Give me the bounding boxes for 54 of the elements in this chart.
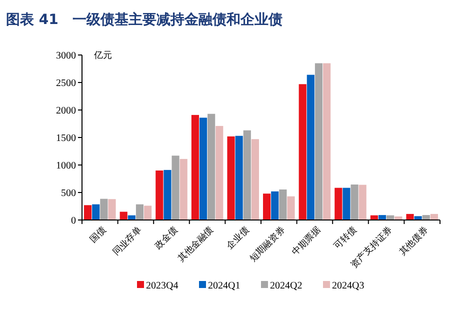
- bar: [378, 215, 386, 220]
- bar: [235, 136, 243, 220]
- bar: [199, 118, 208, 220]
- bar: [334, 188, 342, 220]
- bar: [323, 63, 331, 220]
- bar: [342, 188, 350, 220]
- y-tick-label: 1500: [56, 133, 76, 144]
- y-tick-label: 3000: [56, 50, 76, 62]
- bar: [92, 204, 100, 220]
- legend-label: 2024Q3: [332, 280, 364, 292]
- bar: [263, 194, 271, 220]
- legend-label: 2023Q4: [146, 280, 178, 292]
- legend-label: 2024Q1: [208, 280, 240, 292]
- chart-title: 图表 41 一级债基主要减持金融债和企业债: [6, 11, 282, 28]
- bar: [279, 189, 287, 220]
- legend-label: 2024Q2: [270, 280, 302, 292]
- bar: [306, 74, 314, 220]
- bar: [298, 84, 306, 220]
- bar: [120, 212, 128, 220]
- bar: [350, 184, 358, 220]
- x-tick-label: 国债: [88, 224, 108, 246]
- bar: [287, 196, 295, 220]
- bar: [314, 63, 323, 220]
- bar: [271, 191, 279, 220]
- bar: [172, 156, 180, 220]
- bar: [100, 198, 108, 220]
- bar: [216, 126, 224, 220]
- bar: [180, 158, 188, 220]
- y-tick-label: 0: [71, 216, 76, 226]
- bar: [84, 205, 92, 220]
- bar: [164, 170, 172, 220]
- bar: [430, 214, 438, 220]
- bar: [406, 214, 414, 220]
- y-tick-label: 500: [61, 188, 76, 199]
- bar: [156, 170, 164, 220]
- x-tick-label: 可转债: [332, 224, 359, 252]
- bar: [243, 130, 251, 220]
- x-tick-label: 其他债券: [397, 224, 430, 258]
- bar: [208, 114, 216, 220]
- x-tick-label: 中期票据: [290, 224, 324, 258]
- bar: [251, 139, 259, 220]
- y-tick-label: 1000: [56, 160, 76, 172]
- bar: [358, 184, 366, 220]
- y-tick-label: 2000: [56, 106, 76, 116]
- bar: [227, 136, 235, 220]
- x-tick-label: 同业存单: [110, 224, 144, 258]
- y-tick-label: 2500: [56, 78, 76, 89]
- bar: [136, 204, 144, 220]
- bar: [422, 215, 430, 220]
- bar: [144, 206, 152, 220]
- y-axis-title: 亿元: [93, 50, 112, 62]
- bar: [108, 199, 116, 220]
- bar: [191, 114, 199, 220]
- bar: [414, 216, 422, 220]
